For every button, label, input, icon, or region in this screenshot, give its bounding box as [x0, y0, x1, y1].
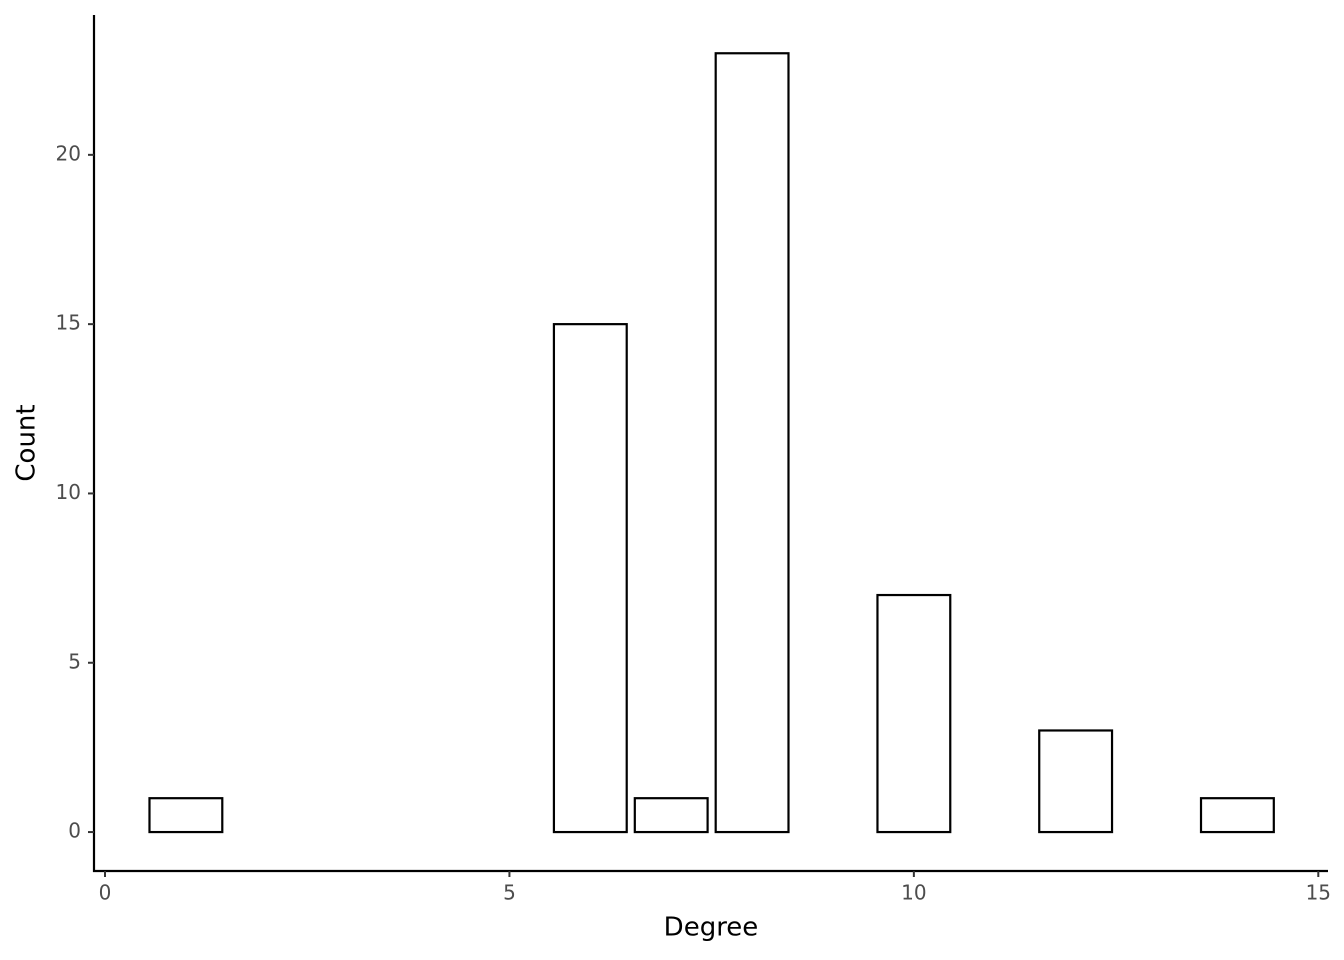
- bar: [148, 797, 224, 834]
- y-axis-title: Count: [12, 404, 42, 481]
- x-tick-label: 15: [1306, 881, 1331, 905]
- bar: [1199, 797, 1275, 834]
- bar: [714, 52, 790, 834]
- x-tick-label: 0: [99, 881, 112, 905]
- bar: [633, 797, 709, 834]
- x-tick-label: 5: [503, 881, 516, 905]
- bar: [876, 593, 952, 834]
- bar: [1038, 729, 1114, 834]
- x-axis-title: Degree: [664, 913, 759, 943]
- y-tick-label: 15: [56, 311, 81, 335]
- y-tick-label: 5: [68, 649, 81, 673]
- y-tick-label: 20: [56, 141, 81, 165]
- bar: [552, 323, 628, 834]
- x-tick-label: 10: [901, 881, 926, 905]
- y-tick-label: 10: [56, 480, 81, 504]
- y-tick-label: 0: [68, 819, 81, 843]
